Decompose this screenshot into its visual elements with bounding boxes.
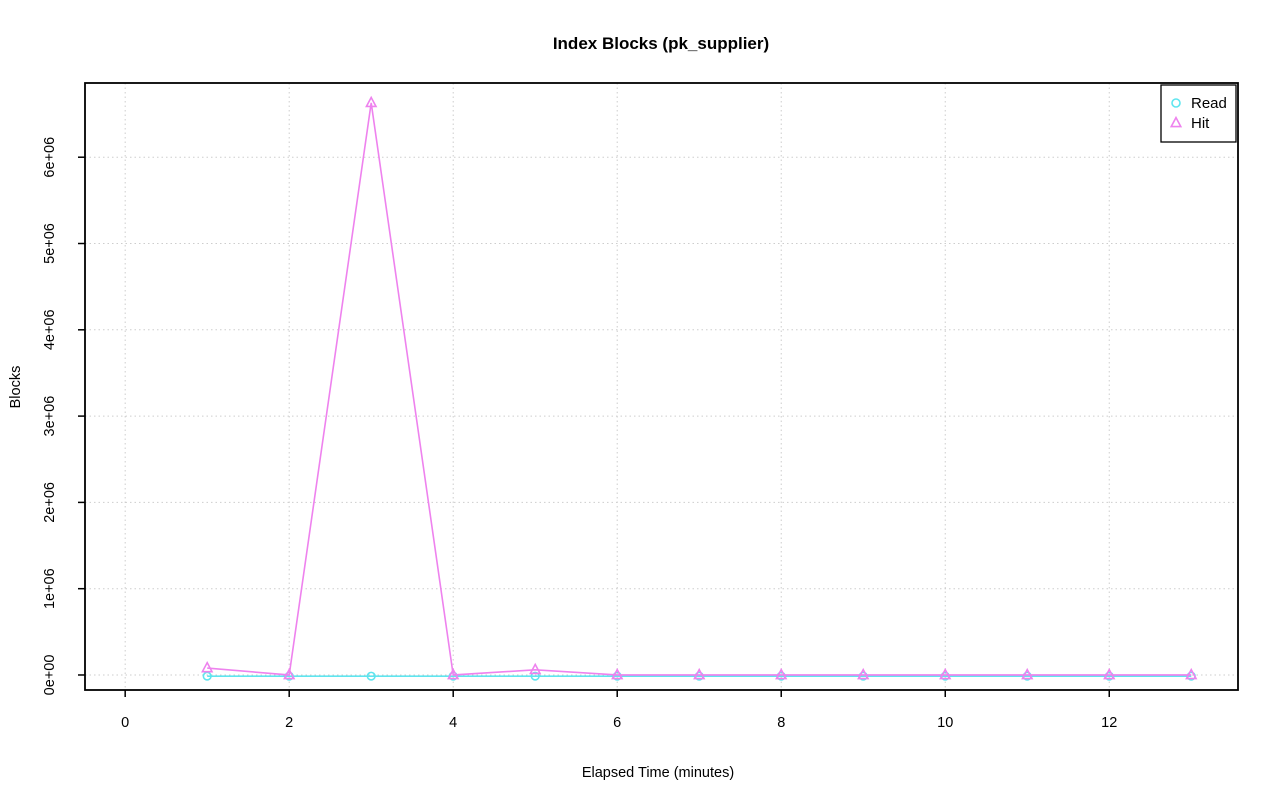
hit-marker	[1021, 667, 1034, 680]
y-tick-label: 0e+00	[42, 655, 58, 696]
axes-layer: 0 2 4 6 8 10 12 0e+00 1e+06 2e+06 3e+06 4e+06 5e+06 6…	[42, 137, 1117, 731]
x-tick-label: 0	[121, 715, 129, 731]
y-tick-label: 5e+06	[42, 223, 58, 264]
x-tick-label: 12	[1101, 715, 1117, 731]
legend-hit-marker	[1169, 115, 1183, 128]
hit-marker	[529, 662, 542, 675]
hit-line	[207, 102, 1192, 676]
hit-marker	[857, 667, 870, 680]
hit-marker	[447, 667, 460, 680]
legend-box	[1160, 84, 1237, 143]
hit-marker	[201, 660, 214, 673]
plot-frame	[84, 82, 1239, 691]
x-tick-label: 2	[285, 715, 293, 731]
hit-marker	[283, 667, 296, 680]
read-marker	[366, 671, 376, 681]
x-tick-label: 10	[937, 715, 953, 731]
x-tick-label: 6	[613, 715, 621, 731]
series-layer	[201, 95, 1198, 681]
grid-layer	[85, 83, 1238, 690]
legend-read-label: Read	[1191, 95, 1227, 112]
chart-title: Index Blocks (pk_supplier)	[553, 34, 769, 53]
hit-marker	[1103, 667, 1116, 680]
hit-marker	[939, 667, 952, 680]
hit-marker	[611, 667, 624, 680]
y-tick-label: 6e+06	[42, 137, 58, 178]
y-tick-label: 3e+06	[42, 396, 58, 437]
x-axis-label: Elapsed Time (minutes)	[582, 765, 734, 781]
hit-marker	[365, 95, 378, 108]
y-tick-label: 4e+06	[42, 309, 58, 350]
hit-marker	[1185, 667, 1198, 680]
x-tick-label: 4	[449, 715, 457, 731]
y-tick-label: 1e+06	[42, 568, 58, 609]
x-tick-label: 8	[777, 715, 785, 731]
hit-marker	[693, 667, 706, 680]
y-axis-label: Blocks	[8, 366, 24, 409]
hit-marker	[775, 667, 788, 680]
read-marker	[530, 671, 540, 681]
legend: Read Hit	[1160, 84, 1237, 143]
y-tick-label: 2e+06	[42, 482, 58, 523]
legend-hit-label: Hit	[1191, 115, 1210, 132]
legend-read-marker	[1171, 98, 1181, 108]
